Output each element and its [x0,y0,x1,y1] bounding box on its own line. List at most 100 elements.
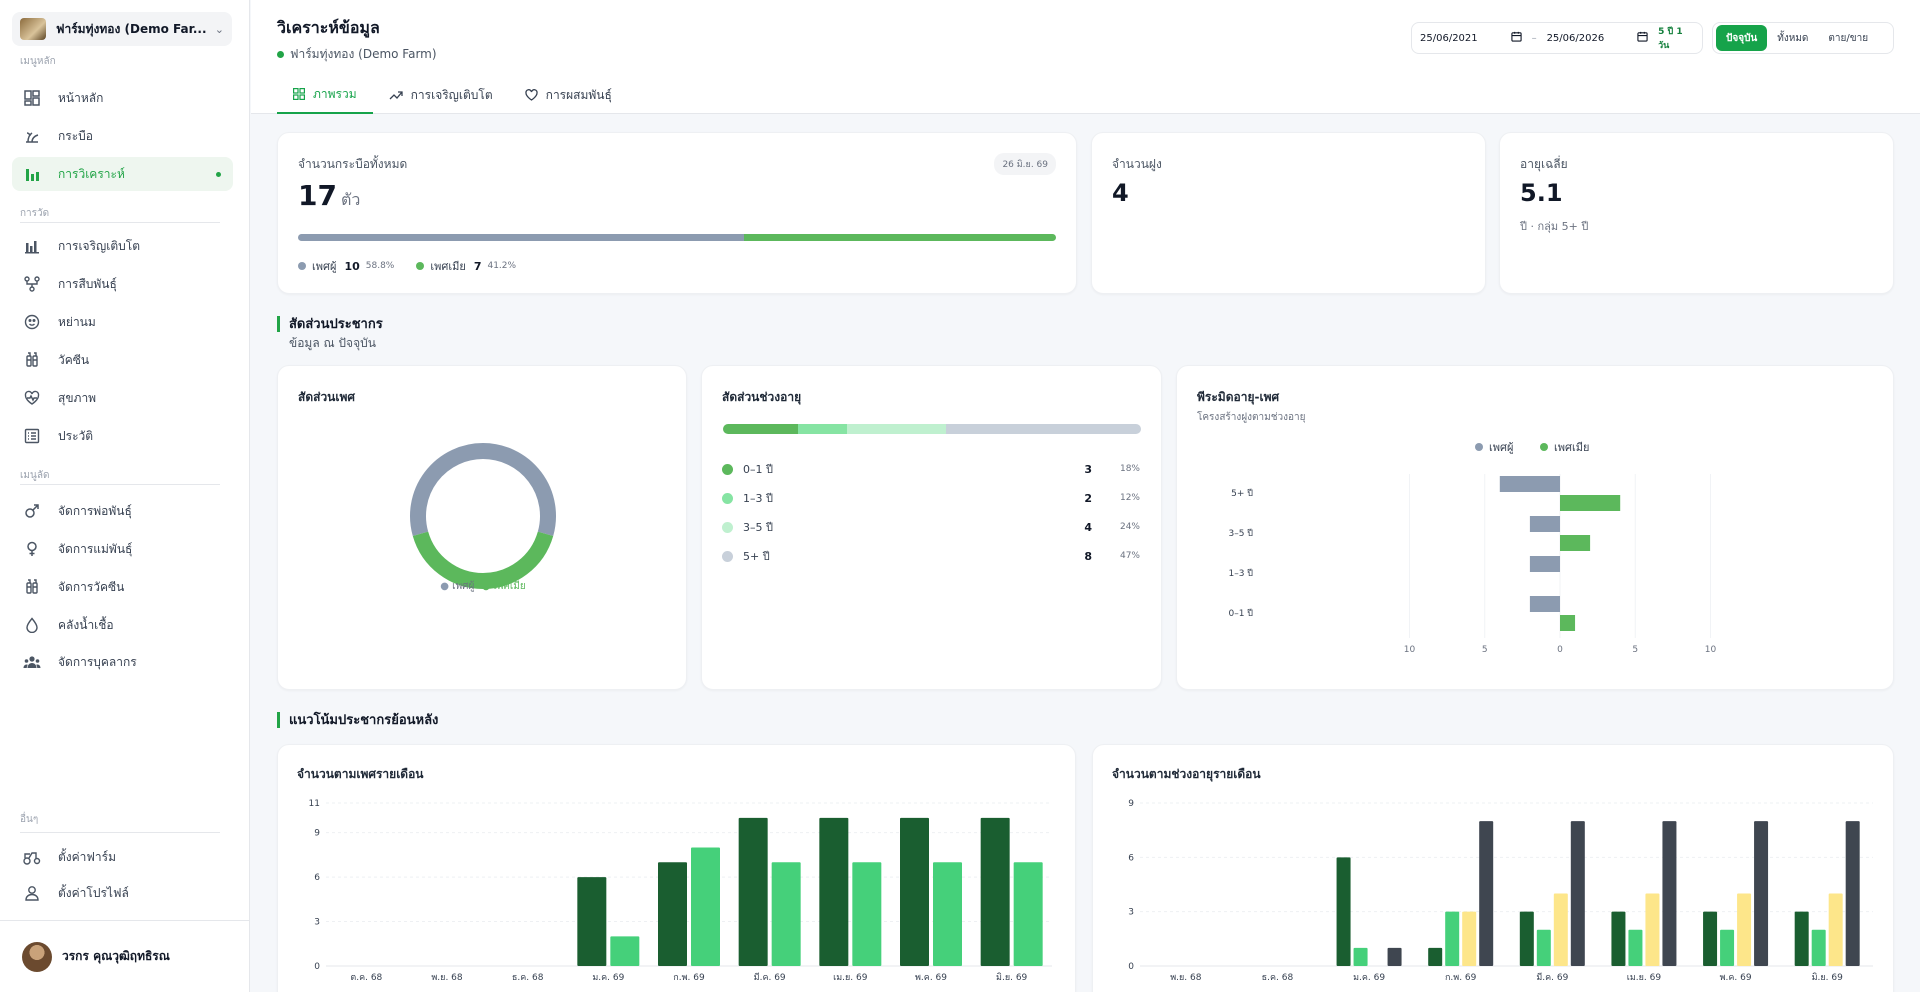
user-name: วรกร คุณวุฒิฤทธิรณ [62,949,170,963]
date-to-input[interactable]: 25/06/2026 [1547,31,1649,45]
monthly-age-chart: 0 3 6 9 พ.ย. 68 ธ.ค. 68 ม.ค. 69 ก.พ. 69 มี.ค. 69… [1128,799,1873,983]
user-profile[interactable]: วรกร คุณวุฒิฤทธิรณ [0,920,249,992]
pyramid-y-tick: 0–1 ปี [1228,608,1253,619]
farm-avatar [20,18,46,40]
population-section-header: สัดส่วนประชากร [277,313,383,334]
legend-male-dot [1475,443,1483,451]
age-stacked-bar [723,424,1141,434]
sidebar-item-staff[interactable]: จัดการบุคลากร [12,645,233,679]
sidebar-item-breeding[interactable]: การสืบพันธุ์ [12,267,233,301]
sidebar-item-vaccine-manage[interactable]: จัดการวัคซีน [12,570,233,604]
legend-female-label: เพศเมีย [1554,441,1589,454]
page-header: วิเคราะห์ข้อมูล ฟาร์มทุ่งทอง (Demo Farm)… [251,0,1920,114]
chevron-down-icon: ⌄ [214,22,224,36]
age-group-dot [722,463,733,475]
buffalo-icon [23,127,41,145]
bar-series-1 [738,817,768,966]
y-tick-label: 11 [309,799,320,809]
filter-all-button[interactable]: ทั้งหมด [1777,32,1809,44]
tab-overview[interactable]: ภาพรวม [277,76,373,114]
x-tick-label: พ.ค. 69 [915,973,947,983]
age-group-count: 2 [1084,491,1092,505]
bar-series-2 [1720,929,1735,966]
legend-female-dot [1540,443,1548,451]
sex-ratio-female-fill [743,234,1056,241]
sidebar-item-growth[interactable]: การเจริญเติบโต [12,229,233,263]
sex-ratio-legend: เพศผู้ 10 58.8% เพศเมีย 7 41.2% [298,257,538,275]
sidebar-item-dams[interactable]: จัดการแม่พันธุ์ [12,532,233,566]
sidebar-item-label: ประวัติ [58,428,94,443]
bar-series-2 [1811,929,1826,966]
pyramid-x-tick: 10 [1705,645,1717,655]
age-value: 5.1 [1520,179,1563,207]
age-group-label: 5+ ปี [743,550,770,563]
sidebar-item-analytics[interactable]: การวิเคราะห์ [12,157,233,191]
sex-ratio-bar [298,234,1056,241]
bar-series-1 [1428,947,1443,966]
history-icon [23,427,41,445]
calendar-icon [1510,31,1522,45]
age-group-percent: 24% [1119,522,1140,532]
sidebar-item-home[interactable]: หน้าหลัก [12,81,233,115]
age-pyramid-chart: เพศผู้ เพศเมีย 10 5 0 5 10 5+ ปี 3–5 ปี 1–3 ปี 0–1… [1228,441,1717,655]
section-divider [20,484,220,485]
bar-series-4 [1387,947,1402,966]
bar-series-3 [1737,893,1752,966]
section-divider [20,832,220,833]
bar-series-2 [610,936,640,966]
bar-series-2 [771,862,801,966]
gender-donut-chart [410,443,556,589]
chart-title: พีระมิดอายุ-เพศ [1197,390,1280,404]
sidebar-item-buffalo[interactable]: กระบือ [12,119,233,153]
status-dot [277,51,284,58]
bar-series-1 [577,877,607,966]
analytics-icon [23,165,41,183]
sidebar-item-label: หน้าหลัก [58,90,104,105]
section-accent-bar [277,315,280,332]
male-percent: 58.8% [365,261,395,271]
bar-series-4 [1662,821,1677,966]
date-from-input[interactable]: 25/06/2021 [1420,31,1522,45]
chart-title: จำนวนตามเพศรายเดือน [297,767,424,781]
bar-series-3 [1828,893,1843,966]
age-stack-segment [797,424,848,434]
age-group-row: 0–1 ปี 3 18% [722,460,1140,478]
bar-series-1 [1611,911,1626,966]
sidebar-item-label: จัดการแม่พันธุ์ [58,541,133,556]
sidebar-item-label: คลังน้ำเชื้อ [58,617,114,632]
bar-series-2 [1445,911,1460,966]
filter-dead-sold-button[interactable]: ตาย/ขาย [1828,32,1869,44]
farm-switcher[interactable]: ฟาร์มทุ่งทอง (Demo Far... ⌄ [12,12,232,46]
sidebar-item-profile-settings[interactable]: ตั้งค่าโปรไฟล์ [12,876,233,910]
date-separator: – [1531,32,1537,44]
sidebar-item-farm-settings[interactable]: ตั้งค่าฟาร์ม [12,840,233,874]
bar-series-2 [1013,862,1043,966]
pyramid-male-bar [1529,596,1560,612]
y-tick-label: 0 [1128,962,1134,972]
sidebar-item-sires[interactable]: จัดการพ่อพันธุ์ [12,494,233,528]
sidebar-item-weaning[interactable]: หย่านม [12,305,233,339]
male-label: เพศผู้ [312,260,337,273]
sidebar-item-label: ตั้งค่าโปรไฟล์ [58,885,129,900]
age-group-row: 5+ ปี 8 47% [722,547,1140,565]
filter-current-button[interactable]: ปัจจุบัน [1716,25,1768,51]
dashboard-icon [23,89,41,107]
female-count: 7 [473,259,482,273]
sidebar-item-history[interactable]: ประวัติ [12,419,233,453]
sidebar-item-vaccine[interactable]: วัคซีน [12,343,233,377]
pyramid-x-tick: 5 [1482,645,1488,655]
total-value: 17 [298,179,337,212]
sidebar-item-health[interactable]: สุขภาพ [12,381,233,415]
tab-growth[interactable]: การเจริญเติบโต [373,76,509,114]
bar-series-3 [1462,911,1477,966]
section-label-measure: การวัด [20,208,50,219]
x-tick-label: เม.ย. 69 [833,973,868,983]
male-legend-dot: ● [440,581,449,592]
pyramid-female-bar [1560,615,1576,631]
bar-series-4 [1570,821,1585,966]
age-stack-segment [946,424,1141,434]
tab-breeding[interactable]: การผสมพันธุ์ [509,76,628,114]
bar-series-4 [1845,821,1860,966]
calendar-icon [1637,31,1648,45]
sidebar-item-semen[interactable]: คลังน้ำเชื้อ [12,608,233,642]
